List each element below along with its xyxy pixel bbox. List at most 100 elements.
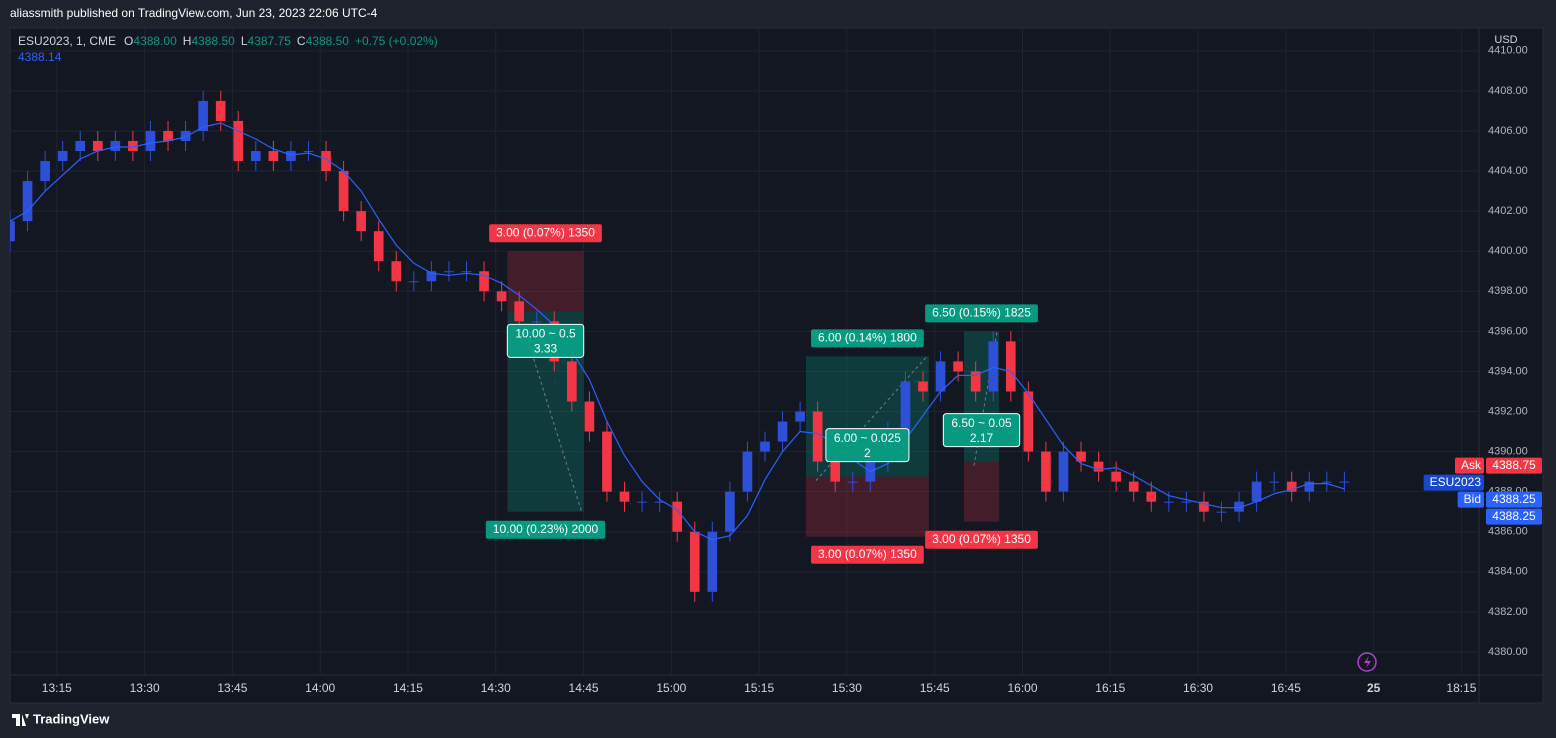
position-path (815, 356, 928, 481)
price-label-box (1486, 508, 1542, 525)
axis-unit: USD (1494, 34, 1517, 46)
candle-body (707, 531, 718, 592)
candle-body (1181, 501, 1192, 503)
candle-body (163, 130, 173, 142)
candle-body (760, 441, 770, 452)
y-tick-label: 4386.00 (1488, 526, 1528, 538)
candle-body (1304, 481, 1315, 492)
candle-body (268, 151, 279, 162)
target-label: 10.00 (0.23%) 2000 (493, 522, 599, 536)
grid (10, 30, 1479, 675)
stop-label-box (925, 530, 1038, 549)
x-tick-label: 16:30 (1183, 681, 1213, 695)
candle-body (654, 501, 665, 503)
y-tick-label: 4396.00 (1488, 325, 1528, 337)
candle-body (953, 361, 963, 372)
y-tick-label: 4384.00 (1488, 566, 1528, 578)
x-tick-label: 13:30 (130, 681, 160, 695)
candle-body (830, 461, 841, 482)
x-tick-label: 18:15 (1446, 681, 1476, 695)
candle-body (198, 100, 208, 131)
candle-body (10, 221, 15, 242)
candle-body (935, 361, 946, 392)
candle-body (514, 301, 525, 322)
x-tick-label: 25 (1367, 681, 1381, 695)
legend-value: 4388.00 (133, 34, 177, 48)
brand-logo (12, 714, 29, 726)
ratio-sub: 2 (864, 446, 871, 460)
ratio-box (825, 428, 910, 463)
price-tag-box (1423, 474, 1484, 491)
price-label-box (1486, 457, 1542, 474)
y-tick-label: 4382.00 (1488, 606, 1528, 618)
candle-body (303, 151, 314, 153)
candle-body (180, 130, 191, 142)
candle-body (496, 291, 507, 302)
x-tick-label: 16:15 (1095, 681, 1125, 695)
candle-body (215, 100, 226, 121)
price-tag-box (1457, 491, 1484, 508)
chart-panel (9, 27, 1544, 704)
candle-body (795, 411, 805, 422)
y-tick-label: 4392.00 (1488, 405, 1528, 417)
candle-body (970, 371, 981, 392)
candle-body (444, 271, 454, 273)
target-label: 6.50 (0.15%) 1825 (932, 306, 1031, 320)
ratio-label: 6.50 ~ 0.05 (951, 416, 1012, 430)
y-tick-label: 4400.00 (1488, 245, 1528, 257)
stop-label: 3.00 (0.07%) 1350 (932, 532, 1031, 546)
candle-body (531, 321, 542, 323)
candle-body (619, 491, 630, 502)
candle-body (1339, 481, 1350, 483)
ratio-label: 10.00 ~ 0.5 (515, 326, 576, 340)
position-loss-zone (805, 476, 929, 537)
candle-body (567, 361, 577, 402)
y-tick-label: 4380.00 (1488, 646, 1528, 658)
legend-value: 4388.50 (306, 34, 350, 48)
candle-body (233, 120, 244, 162)
brand: TradingView (33, 711, 110, 726)
candle-body (75, 141, 86, 152)
candle-body (338, 171, 349, 212)
candle-body (725, 491, 735, 532)
candle-body (1093, 461, 1104, 472)
x-tick-label: 15:30 (832, 681, 862, 695)
ratio-label: 6.00 ~ 0.025 (834, 431, 901, 445)
price-label: 4388.75 (1492, 458, 1536, 472)
candle-body (1076, 451, 1086, 462)
candles (10, 90, 1350, 602)
candle-body (584, 401, 595, 432)
price-label: 4388.25 (1492, 509, 1536, 523)
price-label-box (1486, 491, 1542, 508)
candle-body (1269, 481, 1279, 483)
legend-value: 4387.75 (248, 34, 292, 48)
candle-body (1111, 471, 1121, 482)
price-label: 4388.25 (1492, 492, 1536, 506)
candle-body (40, 161, 50, 182)
candle-body (637, 501, 647, 503)
ratio-box (942, 413, 1021, 448)
candle-body (1286, 481, 1297, 492)
candle-body (812, 411, 823, 462)
header-title: aliassmith published on TradingView.com,… (10, 6, 378, 20)
candle-body (988, 341, 999, 392)
legend-symbol: ESU2023, 1, CME (18, 34, 116, 48)
x-tick-label: 14:15 (393, 681, 423, 695)
candle-body (92, 141, 103, 152)
stop-label: 3.00 (0.07%) 1350 (818, 547, 917, 561)
y-tick-label: 4402.00 (1488, 205, 1528, 217)
candle-body (409, 281, 419, 283)
candle-body (1146, 491, 1157, 502)
candle-body (900, 381, 911, 432)
y-tick-label: 4398.00 (1488, 285, 1528, 297)
x-tick-label: 14:30 (481, 681, 511, 695)
x-tick-label: 15:45 (920, 681, 950, 695)
alert-icon[interactable] (1357, 652, 1377, 672)
legend-key: C (297, 34, 306, 48)
stop-label-box (489, 224, 602, 243)
x-tick-label: 13:15 (42, 681, 72, 695)
legend-value: 4388.50 (191, 34, 235, 48)
candle-body (128, 141, 138, 152)
candle-body (1163, 501, 1174, 503)
